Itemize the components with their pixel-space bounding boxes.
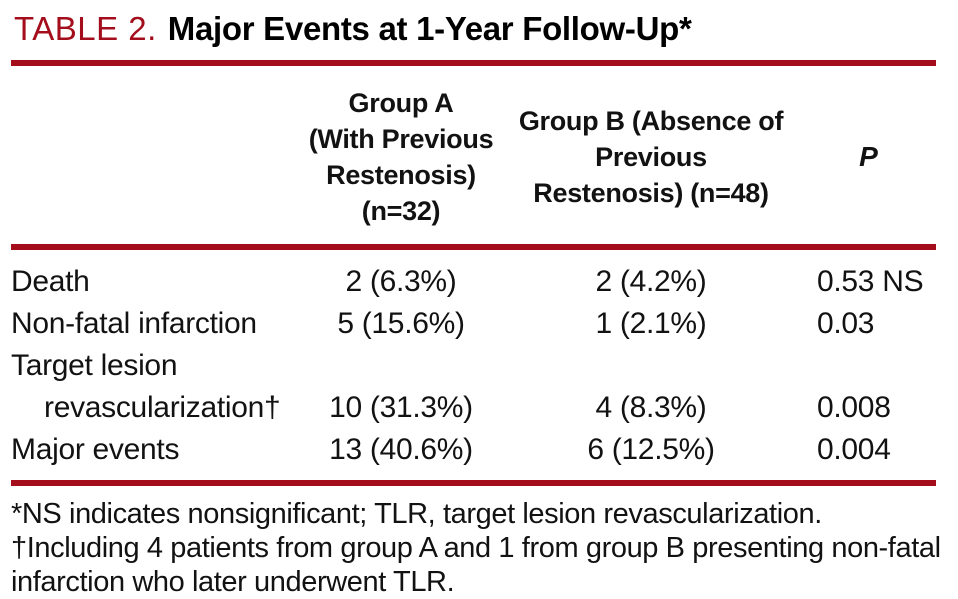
group-b-line-2: Previous <box>595 142 707 172</box>
divider-bottom <box>11 480 936 486</box>
group-a-line-1: Group A <box>348 88 454 118</box>
p-value: 0.004 <box>817 433 891 466</box>
row-label: Major events <box>11 433 180 466</box>
table-row: Non-fatal infarction 5 (15.6%) 1 (2.1%) … <box>11 303 936 345</box>
group-b-line-1: Group B (Absence of <box>518 106 784 136</box>
table-body: Death 2 (6.3%) 2 (4.2%) 0.53 NS Non-fata… <box>11 261 958 471</box>
row-label: Non-fatal infarction <box>11 307 257 340</box>
column-header-group-b: Group B (Absence of Previous Restenosis)… <box>501 103 801 211</box>
table-figure: TABLE 2. Major Events at 1-Year Follow-U… <box>11 10 958 598</box>
group-b-value: 2 (4.2%) <box>595 265 707 298</box>
footnote-dagger-line-2: infarction who later underwent TLR. <box>11 566 455 598</box>
table-header-row: Group A (With Previous Restenosis) (n=32… <box>11 85 936 229</box>
p-value: 0.008 <box>817 391 891 424</box>
table-row: Death 2 (6.3%) 2 (4.2%) 0.53 NS <box>11 261 936 303</box>
table-row: Target lesion <box>11 345 936 387</box>
divider-top <box>11 60 936 66</box>
table-caption: Major Events at 1-Year Follow-Up* <box>167 10 692 47</box>
table-row: revascularization† 10 (31.3%) 4 (8.3%) 0… <box>11 387 936 429</box>
group-a-line-2: (With Previous <box>308 124 494 154</box>
table-number: TABLE 2. <box>14 10 157 47</box>
p-value: 0.53 NS <box>817 265 924 298</box>
footnote-dagger-line-1: †Including 4 patients from group A and 1… <box>11 532 941 564</box>
table-row: Major events 13 (40.6%) 6 (12.5%) 0.004 <box>11 429 936 471</box>
group-a-value: 2 (6.3%) <box>345 265 457 298</box>
column-header-p-value: P <box>859 141 878 172</box>
row-label: Death <box>11 265 90 298</box>
group-a-value: 13 (40.6%) <box>329 433 473 466</box>
group-b-value: 6 (12.5%) <box>587 433 715 466</box>
table-footnotes: *NS indicates nonsignificant; TLR, targe… <box>11 497 958 599</box>
footnote-ns-tlr: *NS indicates nonsignificant; TLR, targe… <box>11 498 822 530</box>
group-a-value: 5 (15.6%) <box>337 307 465 340</box>
group-a-value: 10 (31.3%) <box>329 391 473 424</box>
row-label: Target lesion <box>11 349 178 382</box>
p-value: 0.03 <box>817 307 875 340</box>
group-b-value: 1 (2.1%) <box>595 307 707 340</box>
divider-header <box>11 244 936 250</box>
group-b-value: 4 (8.3%) <box>595 391 707 424</box>
group-a-line-3: Restenosis) (n=32) <box>326 160 476 226</box>
table-title: TABLE 2. Major Events at 1-Year Follow-U… <box>14 10 958 48</box>
row-label: revascularization† <box>44 391 281 424</box>
group-b-line-3: Restenosis) (n=48) <box>533 178 769 208</box>
column-header-group-a: Group A (With Previous Restenosis) (n=32… <box>301 85 501 229</box>
